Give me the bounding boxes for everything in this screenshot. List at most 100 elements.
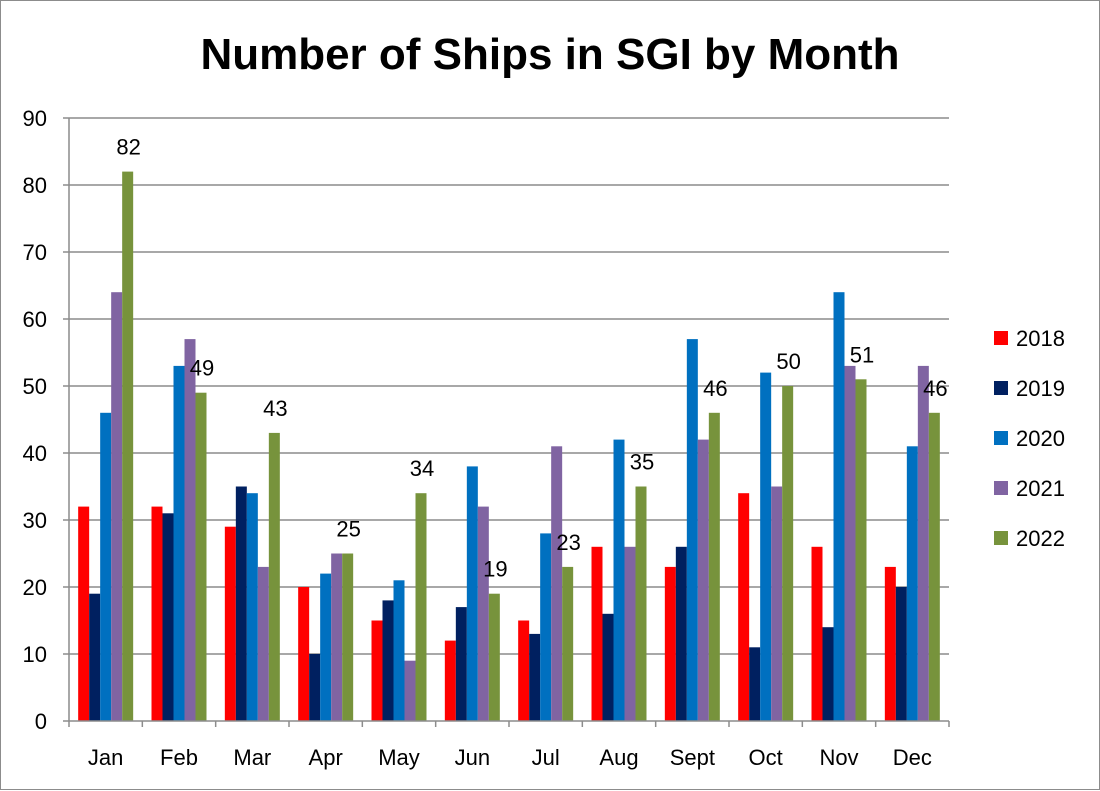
bars <box>78 171 940 722</box>
bar-2022-Jun <box>488 593 500 721</box>
bar-2022-Sept <box>708 412 720 721</box>
y-tick-label: 70 <box>23 240 47 265</box>
x-tick-label: Mar <box>233 745 271 770</box>
y-tick-label: 20 <box>23 575 47 600</box>
x-tick-label: Dec <box>893 745 932 770</box>
bar-2019-Apr <box>309 654 321 721</box>
x-tick-label: Apr <box>309 745 343 770</box>
data-label-2022-Mar: 43 <box>263 396 287 421</box>
data-label-2022-Apr: 25 <box>336 517 360 542</box>
bar-2018-Mar <box>224 526 236 721</box>
bar-2019-Nov <box>822 627 834 721</box>
y-tick-label: 10 <box>23 642 47 667</box>
bar-2021-Jun <box>477 506 489 721</box>
bar-2021-Jul <box>551 446 563 721</box>
bar-2020-Jan <box>100 412 112 721</box>
y-tick-label: 40 <box>23 441 47 466</box>
data-label-2022-Jun: 19 <box>483 557 507 582</box>
legend-label-2021: 2021 <box>1016 476 1065 501</box>
bar-2018-Dec <box>884 566 896 721</box>
bar-2020-Jun <box>466 466 478 721</box>
x-tick-label: Sept <box>670 745 715 770</box>
bar-2018-Aug <box>591 546 603 721</box>
bar-2020-Sept <box>686 339 698 721</box>
bar-2019-Feb <box>162 513 174 721</box>
bar-2022-Jan <box>122 171 134 722</box>
data-label-2022-Nov: 51 <box>850 342 874 367</box>
bar-2019-Jul <box>529 633 541 721</box>
x-tick-label: Jun <box>455 745 490 770</box>
bar-2022-Nov <box>855 379 867 721</box>
y-tick-label: 0 <box>35 709 47 734</box>
bar-2021-Jan <box>111 292 123 721</box>
data-label-2022-Jan: 82 <box>116 135 140 160</box>
bar-2019-Jan <box>89 593 101 721</box>
legend-label-2022: 2022 <box>1016 526 1065 551</box>
bar-2021-Dec <box>917 365 929 721</box>
data-label-2022-Aug: 35 <box>630 450 654 475</box>
x-tick-label: Jul <box>532 745 560 770</box>
legend-label-2018: 2018 <box>1016 326 1065 351</box>
data-labels: 82 49 43 25 34 19 23 35 46 50 51 46 <box>116 135 947 582</box>
chart-title: Number of Ships in SGI by Month <box>200 30 899 79</box>
bar-2021-Aug <box>624 546 636 721</box>
bar-2019-Mar <box>235 486 247 721</box>
bar-2022-Apr <box>342 553 354 721</box>
data-label-2022-Dec: 46 <box>923 376 947 401</box>
bar-2020-Oct <box>760 372 772 721</box>
y-tick-label: 50 <box>23 374 47 399</box>
bar-2019-May <box>382 600 394 721</box>
bar-2020-Nov <box>833 292 845 721</box>
y-tick-label: 80 <box>23 173 47 198</box>
bar-2022-Dec <box>928 412 940 721</box>
bar-2021-May <box>404 660 416 721</box>
bar-2022-Jul <box>562 566 574 721</box>
bar-2018-Apr <box>298 587 310 721</box>
y-tick-label: 30 <box>23 508 47 533</box>
bar-2022-Aug <box>635 486 647 721</box>
bar-2019-Oct <box>749 647 761 721</box>
bar-2022-May <box>415 493 427 721</box>
x-tick-label: Oct <box>749 745 783 770</box>
bar-2018-Feb <box>151 506 163 721</box>
legend: 2018 2019 2020 2021 2022 <box>994 326 1065 551</box>
y-tick-label: 60 <box>23 307 47 332</box>
legend-swatch-2021 <box>994 481 1008 495</box>
data-label-2022-May: 34 <box>410 456 434 481</box>
bar-2022-Feb <box>195 392 207 721</box>
bar-2018-Nov <box>811 546 823 721</box>
bar-2020-Mar <box>246 493 258 721</box>
bar-2022-Oct <box>782 386 794 721</box>
bar-2022-Mar <box>268 432 280 721</box>
bar-2021-Apr <box>331 553 343 721</box>
legend-swatch-2022 <box>994 531 1008 545</box>
legend-label-2020: 2020 <box>1016 426 1065 451</box>
bar-2021-Feb <box>184 339 196 721</box>
x-tick-label: Jan <box>88 745 123 770</box>
bar-2019-Jun <box>455 607 467 721</box>
legend-swatch-2018 <box>994 331 1008 345</box>
gridlines <box>69 117 949 655</box>
bar-2020-Dec <box>906 446 918 721</box>
legend-label-2019: 2019 <box>1016 376 1065 401</box>
bar-2021-Mar <box>257 566 269 721</box>
bar-2021-Sept <box>697 439 709 721</box>
bar-2018-May <box>371 620 383 721</box>
bar-2021-Nov <box>844 365 856 721</box>
bar-2020-Aug <box>613 439 625 721</box>
bar-2018-Sept <box>664 566 676 721</box>
bar-2021-Oct <box>771 486 783 721</box>
bar-2019-Dec <box>895 587 907 721</box>
x-axis: Jan Feb Mar Apr May Jun Jul Aug Sept Oct Nov Dec <box>68 720 950 770</box>
bar-2020-May <box>393 580 405 721</box>
bar-2018-Jan <box>78 506 90 721</box>
legend-swatch-2020 <box>994 431 1008 445</box>
y-tick-label: 90 <box>23 106 47 131</box>
data-label-2022-Jul: 23 <box>556 530 580 555</box>
bar-2020-Jul <box>540 533 552 721</box>
bar-2020-Feb <box>173 365 185 721</box>
bar-2018-Oct <box>738 493 750 721</box>
x-tick-label: Nov <box>819 745 858 770</box>
